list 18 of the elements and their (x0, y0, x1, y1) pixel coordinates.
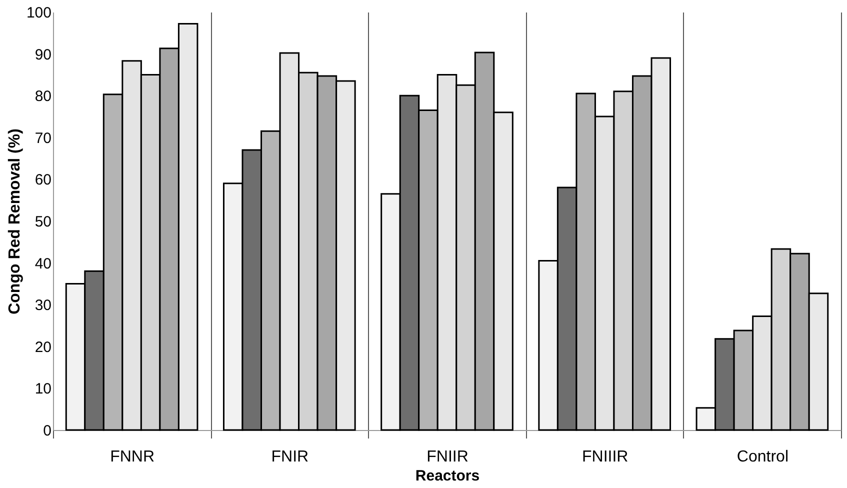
y-tick-label: 50 (34, 214, 52, 230)
y-tick-label: 90 (34, 46, 52, 64)
y-tick-label: 60 (34, 172, 52, 189)
y-tick-label: 100 (26, 4, 52, 22)
x-tick-label: FNNR (110, 448, 155, 466)
y-tick-label: 40 (34, 255, 52, 272)
y-tick-label: 80 (34, 88, 52, 106)
x-tick-label: FNIR (271, 448, 309, 466)
y-tick-label: 20 (34, 338, 52, 356)
y-tick-label: 70 (34, 130, 52, 147)
x-tick-label: Control (736, 448, 788, 466)
x-tick-label: FNIIIR (582, 448, 628, 466)
y-tick-label: 0 (43, 422, 52, 440)
y-axis-title: Congo Red Removal (%) (6, 128, 24, 314)
y-tick-label: 10 (34, 380, 52, 398)
x-tick-label: FNIIR (426, 448, 468, 466)
x-axis-title: Reactors (415, 468, 480, 484)
y-tick-label: 30 (34, 297, 52, 314)
